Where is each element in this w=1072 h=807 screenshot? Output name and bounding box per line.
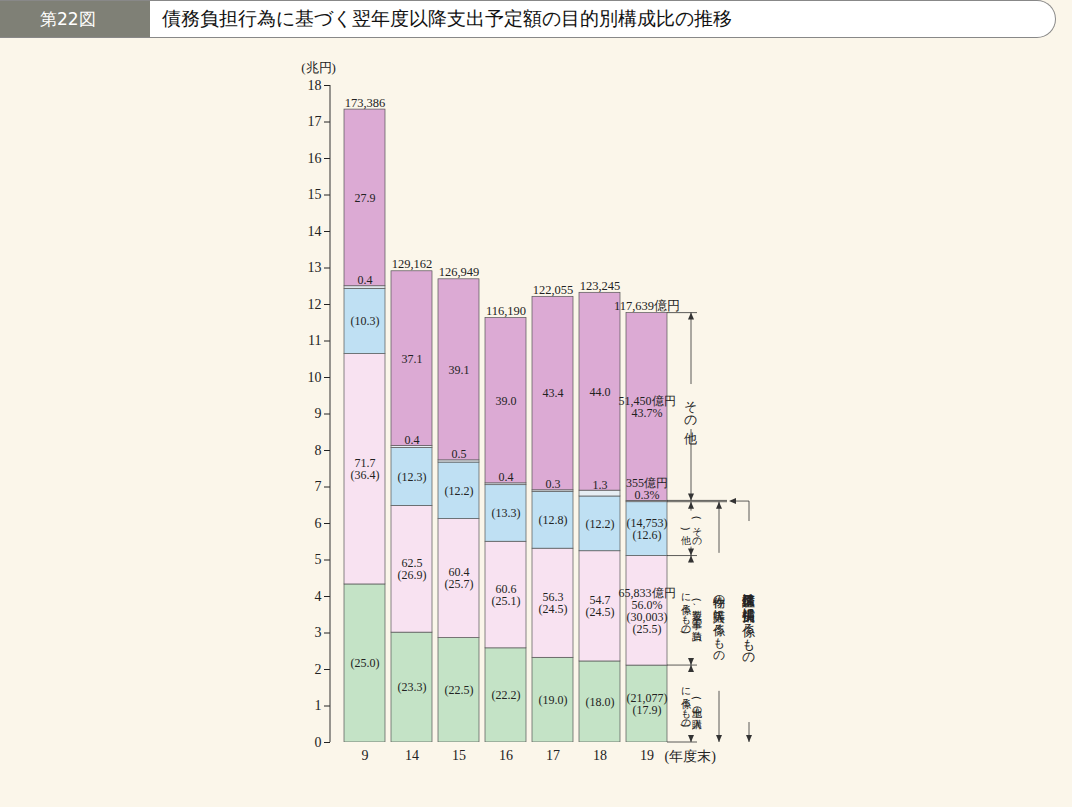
svg-text:126,949: 126,949: [439, 265, 480, 279]
svg-text:物件の購入等に係るもの: 物件の購入等に係るもの: [712, 587, 726, 661]
svg-text:71.7(36.4): 71.7(36.4): [351, 456, 380, 482]
svg-text:(製造、工事の請負: (製造、工事の請負: [691, 598, 702, 642]
svg-text:6: 6: [315, 516, 322, 531]
svg-text:(23.3): (23.3): [398, 680, 427, 694]
svg-text:0: 0: [315, 735, 322, 750]
html-text:第22図: 第22図: [40, 9, 96, 29]
svg-text:1: 1: [315, 698, 322, 713]
svg-text:(21,077)(17.9): (21,077)(17.9): [627, 691, 668, 717]
svg-text:355億円0.3%: 355億円0.3%: [626, 476, 668, 502]
svg-text:16: 16: [308, 151, 322, 166]
svg-text:60.4(25.7): 60.4(25.7): [445, 565, 474, 591]
svg-text:0.4: 0.4: [358, 273, 373, 287]
svg-text:14: 14: [405, 748, 419, 763]
svg-text:54.7(24.5): 54.7(24.5): [586, 593, 615, 619]
svg-text:(12.8): (12.8): [539, 513, 568, 527]
svg-text:18: 18: [308, 78, 322, 93]
svg-text:18: 18: [593, 748, 607, 763]
svg-text:7: 7: [315, 479, 322, 494]
svg-text:3: 3: [315, 625, 322, 640]
svg-text:(22.2): (22.2): [492, 688, 521, 702]
svg-text:17: 17: [308, 114, 322, 129]
html-text:債務負担行為に基づく翌年度以降支出予定額の目的別構成比の推移: 債務負担行為に基づく翌年度以降支出予定額の目的別構成比の推移: [162, 7, 732, 29]
svg-text:(13.3): (13.3): [492, 506, 521, 520]
svg-text:11: 11: [308, 333, 321, 348]
svg-text:5: 5: [315, 552, 322, 567]
svg-text:39.0: 39.0: [496, 394, 517, 408]
svg-text:(12.2): (12.2): [445, 484, 474, 498]
svg-text:8: 8: [315, 443, 322, 458]
svg-text:43.4: 43.4: [543, 386, 564, 400]
svg-text:(12.2): (12.2): [586, 517, 615, 531]
svg-text:16: 16: [499, 748, 513, 763]
svg-text:12: 12: [308, 297, 322, 312]
svg-text:122,055: 122,055: [533, 283, 574, 297]
svg-text:0.5: 0.5: [452, 447, 467, 461]
svg-text:0.3: 0.3: [546, 477, 561, 491]
svg-text:10: 10: [308, 370, 322, 385]
svg-text:173,386: 173,386: [345, 96, 386, 110]
svg-text:(兆円): (兆円): [301, 60, 336, 75]
svg-text:37.1: 37.1: [402, 352, 423, 366]
svg-text:(18.0): (18.0): [586, 695, 615, 709]
svg-text:4: 4: [315, 589, 322, 604]
svg-text:56.3(24.5): 56.3(24.5): [539, 590, 568, 616]
svg-text:60.6(25.1): 60.6(25.1): [492, 582, 521, 608]
svg-text:65,833億円56.0%(30,003)(25.5): 65,833億円56.0%(30,003)(25.5): [619, 586, 676, 636]
svg-text:9: 9: [362, 748, 369, 763]
svg-text:27.9: 27.9: [355, 191, 376, 205]
svg-text:13: 13: [308, 260, 322, 275]
svg-text:39.1: 39.1: [449, 363, 470, 377]
svg-text:9: 9: [315, 406, 322, 421]
svg-text:1.3: 1.3: [593, 478, 608, 492]
svg-text:15: 15: [308, 187, 322, 202]
svg-text:(25.0): (25.0): [351, 656, 380, 670]
svg-text:62.5(26.9): 62.5(26.9): [398, 556, 427, 582]
svg-text:(その: (その: [691, 516, 702, 545]
svg-text:他): 他): [680, 527, 691, 546]
svg-text:(14,753)(12.6): (14,753)(12.6): [627, 516, 668, 542]
svg-text:(12.3): (12.3): [398, 470, 427, 484]
svg-text:(22.5): (22.5): [445, 683, 474, 697]
svg-text:0.4: 0.4: [499, 470, 514, 484]
svg-text:に係るもの): に係るもの): [680, 680, 691, 728]
svg-text:14: 14: [308, 224, 322, 239]
svg-text:その他: その他: [683, 391, 699, 422]
svg-text:0.4: 0.4: [405, 433, 420, 447]
svg-text:17: 17: [546, 748, 560, 763]
svg-text:129,162: 129,162: [392, 257, 433, 271]
svg-text:15: 15: [452, 748, 466, 763]
svg-text:51,450億円43.7%: 51,450億円43.7%: [619, 394, 676, 420]
svg-text:117,639億円: 117,639億円: [614, 299, 680, 313]
svg-text:(土地の購入: (土地の購入: [691, 696, 702, 730]
svg-text:(年度末): (年度末): [665, 749, 717, 765]
svg-text:44.0: 44.0: [590, 385, 611, 399]
svg-text:に係るもの): に係るもの): [680, 586, 691, 634]
svg-text:19: 19: [640, 748, 654, 763]
svg-text:116,190: 116,190: [486, 304, 526, 318]
svg-text:123,245: 123,245: [580, 279, 621, 293]
svg-text:債務保証又は損失補償に係るもの: 債務保証又は損失補償に係るもの: [742, 584, 757, 663]
svg-text:(19.0): (19.0): [539, 693, 568, 707]
svg-text:(10.3): (10.3): [351, 314, 380, 328]
svg-text:2: 2: [315, 662, 322, 677]
